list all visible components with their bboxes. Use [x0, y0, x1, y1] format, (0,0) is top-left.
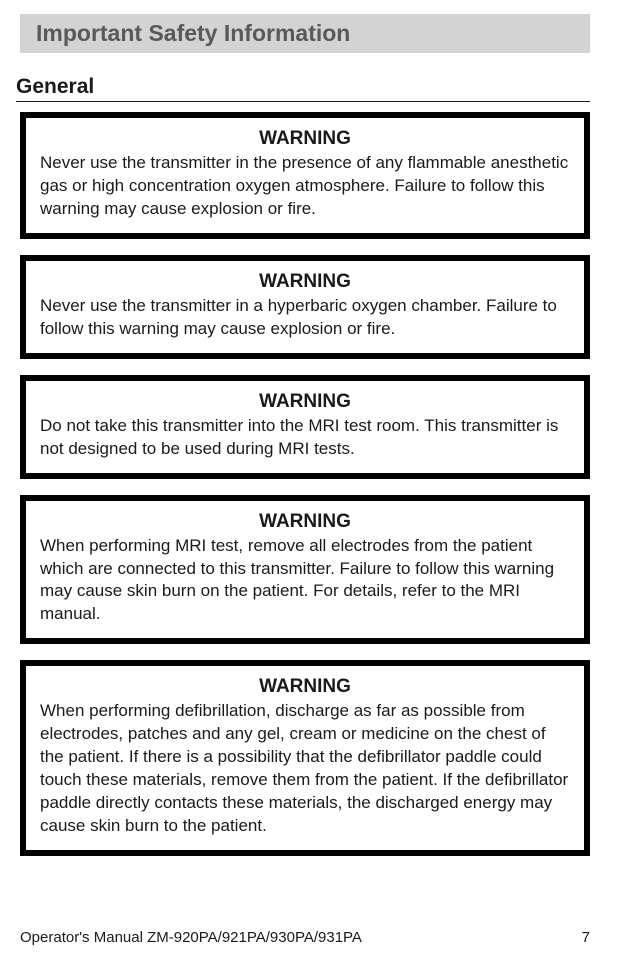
footer-page-number: 7: [582, 929, 590, 946]
section-heading: General: [16, 75, 590, 102]
footer-manual-ref: Operator's Manual ZM-920PA/921PA/930PA/9…: [20, 929, 362, 946]
warning-body: When performing MRI test, remove all ele…: [40, 535, 570, 627]
warning-heading: WARNING: [40, 511, 570, 533]
page-title: Important Safety Information: [36, 20, 580, 47]
warning-box: WARNING Do not take this transmitter int…: [20, 375, 590, 479]
warning-heading: WARNING: [40, 128, 570, 150]
warning-box: WARNING When performing MRI test, remove…: [20, 495, 590, 645]
warning-heading: WARNING: [40, 676, 570, 698]
warning-heading: WARNING: [40, 391, 570, 413]
warning-box: WARNING Never use the transmitter in the…: [20, 112, 590, 239]
title-bar: Important Safety Information: [20, 14, 590, 53]
warning-box: WARNING When performing defibrillation, …: [20, 660, 590, 856]
warning-body: When performing defibrillation, discharg…: [40, 700, 570, 838]
warning-body: Never use the transmitter in a hyperbari…: [40, 295, 570, 341]
warning-heading: WARNING: [40, 271, 570, 293]
page-footer: Operator's Manual ZM-920PA/921PA/930PA/9…: [20, 929, 590, 946]
warning-box: WARNING Never use the transmitter in a h…: [20, 255, 590, 359]
warning-body: Never use the transmitter in the presenc…: [40, 152, 570, 221]
warning-body: Do not take this transmitter into the MR…: [40, 415, 570, 461]
